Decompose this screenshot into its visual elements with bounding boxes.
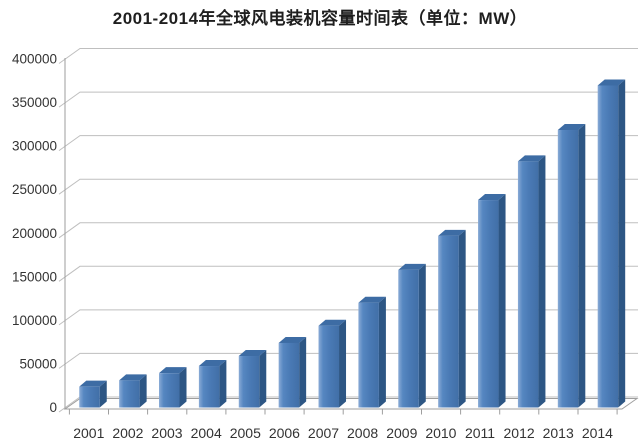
bar-front-face xyxy=(119,380,140,408)
y-tick-label-350000: 350000 xyxy=(12,95,57,110)
gridline-150000 xyxy=(58,265,638,282)
gridline-400000 xyxy=(58,48,638,64)
bar-side-face xyxy=(618,79,626,408)
bar-front-face xyxy=(517,161,539,408)
bar-2011 xyxy=(478,194,506,408)
bar-side-face xyxy=(139,374,147,408)
bar-side-face xyxy=(578,124,586,408)
bar-side-face xyxy=(418,263,426,408)
x-category-label-2003: 2003 xyxy=(151,425,182,441)
bar-side-face xyxy=(458,229,466,408)
gridline-50000 xyxy=(58,352,638,369)
bar-2002 xyxy=(119,374,147,408)
gridline-300000 xyxy=(58,135,638,152)
bar-top-face xyxy=(358,296,386,303)
x-category-label-2006: 2006 xyxy=(269,425,300,441)
x-category-label-2007: 2007 xyxy=(308,425,339,441)
bar-2004 xyxy=(198,360,227,408)
bar-front-face xyxy=(358,302,379,408)
gridline-100000 xyxy=(58,309,638,326)
bar-front-face xyxy=(398,269,419,408)
x-category-label-2011: 2011 xyxy=(465,425,495,441)
bar-2009 xyxy=(398,263,426,408)
y-tick-label-400000: 400000 xyxy=(12,52,57,67)
bar-top-face xyxy=(597,79,626,86)
bar-top-face xyxy=(159,367,187,374)
x-category-label-2002: 2002 xyxy=(112,425,143,441)
y-tick-label-200000: 200000 xyxy=(12,226,57,241)
bar-top-face xyxy=(557,124,586,131)
y-tick-label-0: 0 xyxy=(49,400,57,415)
bar-side-face xyxy=(219,360,227,408)
bar-side-face xyxy=(498,194,506,408)
bar-front-face xyxy=(318,325,340,408)
x-category-label-2009: 2009 xyxy=(386,425,417,441)
bar-top-face xyxy=(398,263,426,270)
bar-side-face xyxy=(99,380,107,408)
bar-2003 xyxy=(159,367,187,408)
y-tick-label-300000: 300000 xyxy=(12,139,57,154)
gridline-250000 xyxy=(58,178,638,195)
y-tick-label-100000: 100000 xyxy=(12,313,57,328)
bar-front-face xyxy=(597,85,619,408)
y-tick-label-250000: 250000 xyxy=(12,182,57,197)
bar-2007 xyxy=(318,319,347,408)
bar-side-face xyxy=(538,155,546,408)
bar-top-face xyxy=(278,336,307,343)
y-tick-label-150000: 150000 xyxy=(12,269,57,284)
chart-floor xyxy=(63,398,639,410)
x-category-label-2012: 2012 xyxy=(504,425,535,441)
x-category-label-2005: 2005 xyxy=(230,425,261,441)
bar-top-face xyxy=(478,194,506,201)
x-category-label-2013: 2013 xyxy=(543,425,574,441)
chart-title: 2001-2014年全球风电装机容量时间表（单位：MW） xyxy=(112,9,528,28)
bar-side-face xyxy=(378,296,386,408)
bar-2012 xyxy=(517,155,546,408)
bar-top-face xyxy=(238,350,267,357)
bar-top-face xyxy=(79,380,107,387)
bar-top-face xyxy=(517,155,546,162)
bar-front-face xyxy=(557,130,579,408)
bar-top-face xyxy=(198,360,227,367)
bar-2013 xyxy=(557,124,586,408)
bar-2014 xyxy=(597,79,626,408)
bar-side-face xyxy=(179,367,187,408)
x-category-label-2001: 2001 xyxy=(73,425,104,441)
x-category-label-2004: 2004 xyxy=(191,425,222,441)
bar-2006 xyxy=(278,336,307,408)
y-tick-label-50000: 50000 xyxy=(19,356,57,371)
gridline-200000 xyxy=(58,222,638,239)
bar-front-face xyxy=(278,342,300,408)
bar-side-face xyxy=(259,350,267,408)
bar-front-face xyxy=(478,200,499,408)
bar-2001 xyxy=(79,380,107,408)
bar-top-face xyxy=(318,319,347,326)
bar-side-face xyxy=(299,336,307,408)
bar-top-face xyxy=(438,229,466,236)
bar-2008 xyxy=(358,296,386,408)
bar-front-face xyxy=(79,386,100,408)
bar-front-face xyxy=(438,235,459,408)
bar-front-face xyxy=(238,356,260,408)
x-category-label-2014: 2014 xyxy=(582,425,613,441)
bar-top-face xyxy=(119,374,147,381)
bar-front-face xyxy=(159,373,180,408)
bar-front-face xyxy=(198,366,220,408)
bar-2010 xyxy=(438,229,466,408)
bar-2005 xyxy=(238,350,267,408)
gridline-350000 xyxy=(58,91,638,108)
x-category-label-2008: 2008 xyxy=(347,425,378,441)
x-category-label-2010: 2010 xyxy=(425,425,456,441)
bar-side-face xyxy=(339,319,347,408)
